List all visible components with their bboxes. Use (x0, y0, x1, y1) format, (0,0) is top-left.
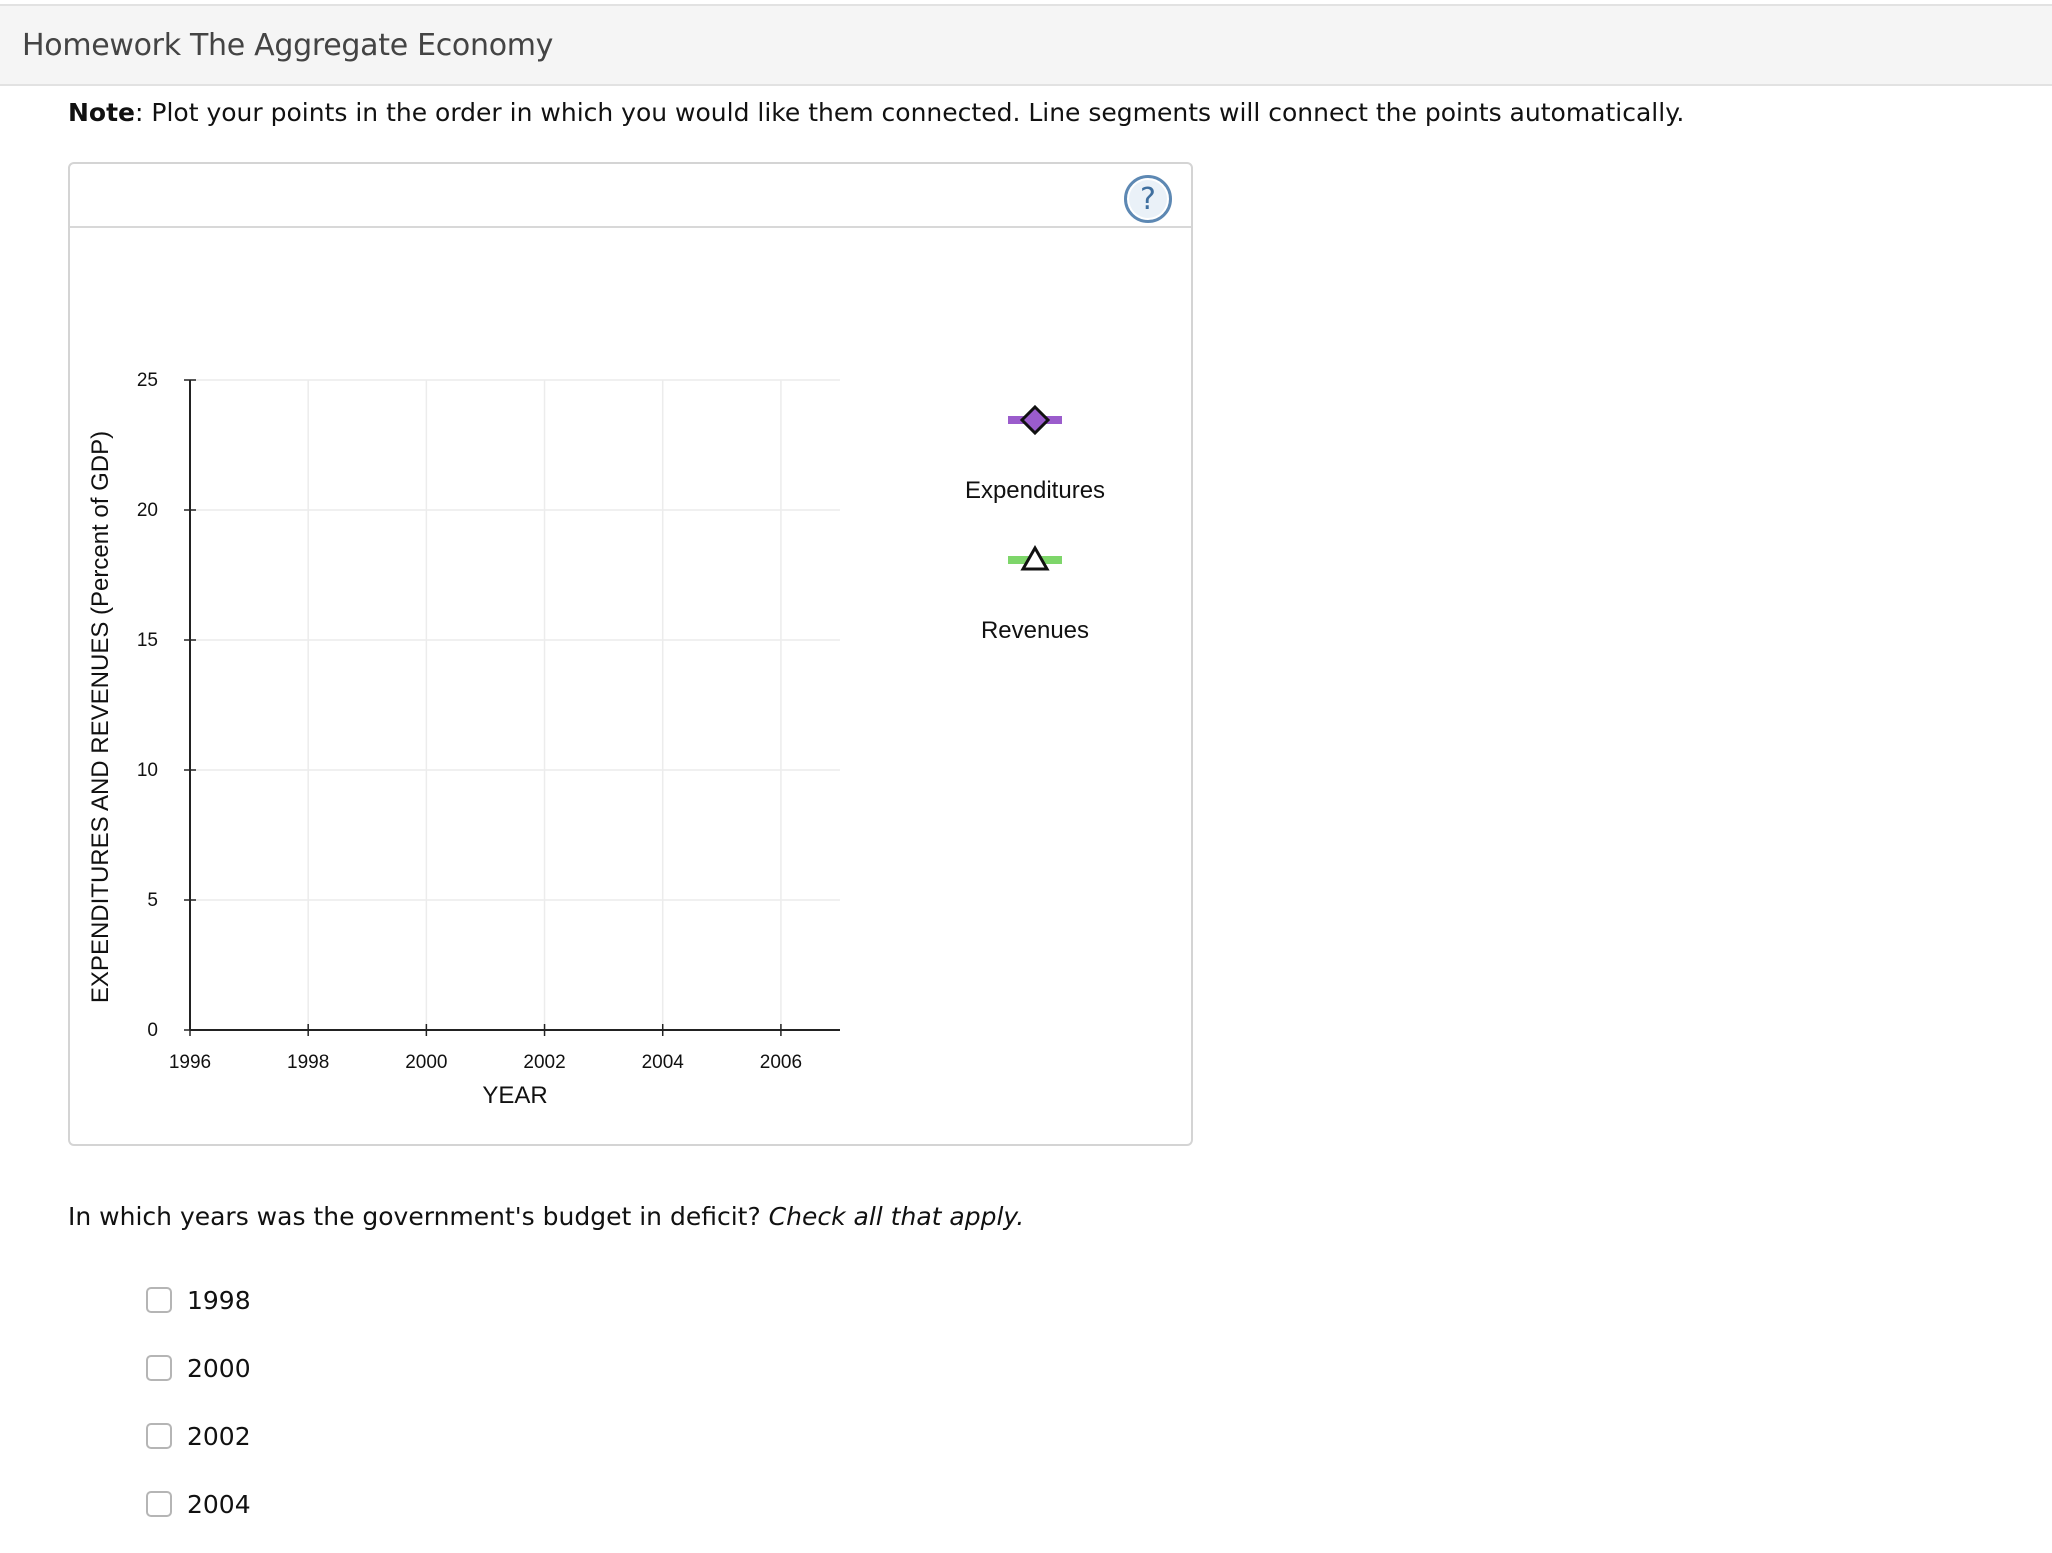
option-label: 2000 (187, 1353, 251, 1383)
checkbox[interactable] (146, 1423, 172, 1449)
x-tick-label: 2004 (642, 1052, 685, 1073)
x-axis-title: YEAR (482, 1082, 547, 1109)
triangle-marker-icon (1020, 544, 1050, 571)
note-text: : Plot your points in the order in which… (135, 98, 1685, 127)
question-circle-icon: ? (1140, 181, 1156, 217)
help-button[interactable]: ? (1124, 175, 1172, 223)
checkbox[interactable] (146, 1491, 172, 1517)
y-tick-label: 25 (137, 370, 158, 391)
checkbox[interactable] (146, 1287, 172, 1313)
tick-marks (184, 379, 782, 1036)
assignment-title: Homework The Aggregate Economy (22, 28, 554, 63)
y-tick-label: 10 (137, 760, 158, 781)
y-tick-label: 20 (137, 500, 158, 521)
y-tick-label: 0 (147, 1020, 158, 1041)
graph-toolbar: ? (70, 164, 1191, 228)
legend-label: Expenditures (965, 477, 1105, 504)
legend-label: Revenues (981, 617, 1089, 644)
checkbox[interactable] (146, 1355, 172, 1381)
graph-tool-panel: ? 1996 1998 2000 2002 2004 2006 0 5 10 15 20 25 YEA… (68, 162, 1193, 1146)
diamond-marker-icon (1019, 404, 1051, 436)
question-instruction: Check all that apply. (768, 1202, 1025, 1231)
x-tick-label: 1996 (169, 1052, 211, 1073)
x-tick-label: 2006 (760, 1052, 802, 1073)
x-tick-label: 1998 (287, 1052, 329, 1073)
y-tick-label: 15 (137, 630, 158, 651)
note-bold-label: Note (68, 98, 136, 127)
grid-lines (190, 379, 840, 1030)
option-2000[interactable]: 2000 (146, 1351, 251, 1385)
option-label: 2002 (187, 1421, 251, 1451)
question-text: In which years was the government's budg… (68, 1202, 769, 1231)
x-tick-label: 2000 (405, 1052, 447, 1073)
option-2004[interactable]: 2004 (146, 1487, 251, 1521)
axes (189, 380, 840, 1031)
assignment-header: Homework The Aggregate Economy (0, 4, 2052, 86)
option-1998[interactable]: 1998 (146, 1283, 251, 1317)
question-prompt: In which years was the government's budg… (68, 1202, 1024, 1231)
option-label: 2004 (187, 1489, 251, 1519)
instruction-note: Note: Plot your points in the order in w… (68, 98, 1684, 127)
tick-labels: 1996 1998 2000 2002 2004 2006 0 5 10 15 20 25 (137, 370, 802, 1073)
option-2002[interactable]: 2002 (146, 1419, 251, 1453)
y-tick-label: 5 (147, 890, 158, 911)
option-label: 1998 (187, 1285, 251, 1315)
plot-legend: Expenditures Revenues (965, 404, 1105, 644)
y-axis-title: EXPENDITURES AND REVENUES (Percent of GD… (87, 431, 114, 1003)
x-tick-label: 2002 (523, 1052, 565, 1073)
